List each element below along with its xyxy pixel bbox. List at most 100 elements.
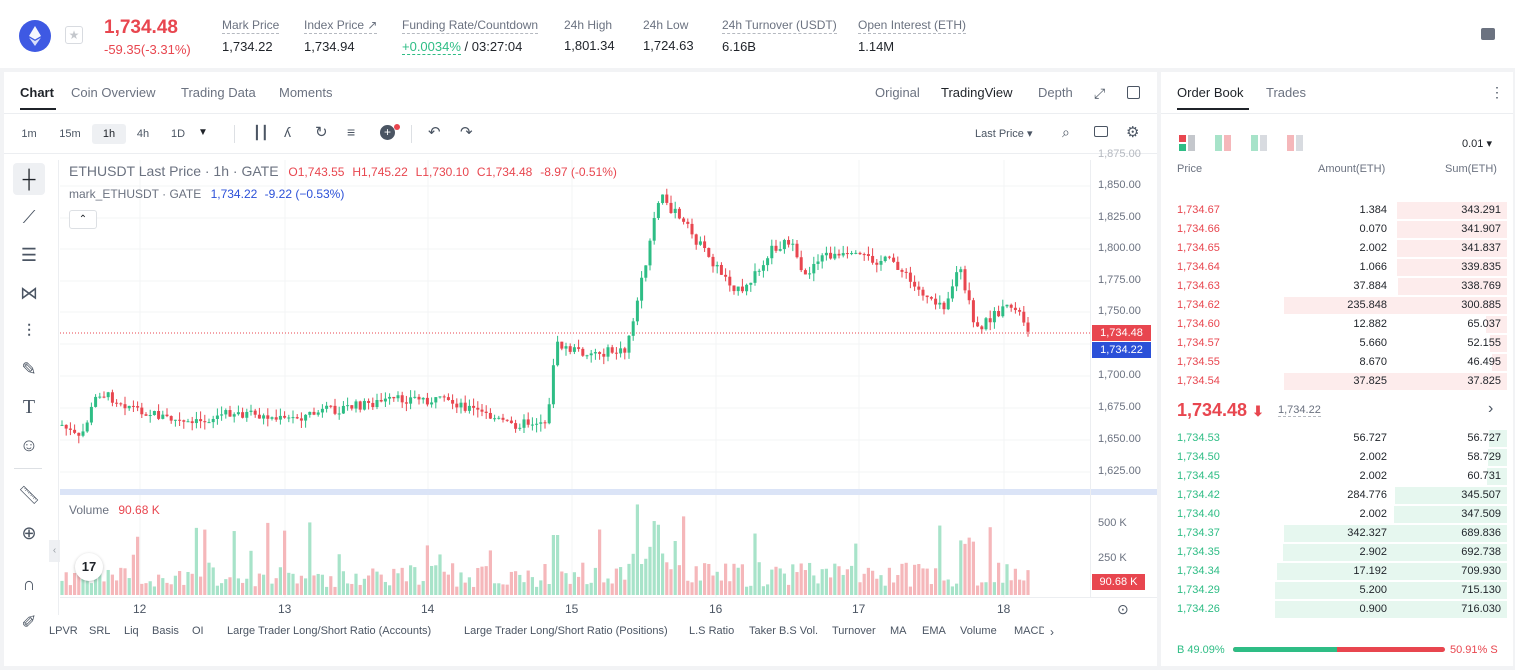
view-both-icon[interactable] [1179,135,1195,151]
ask-row[interactable]: 1,734.66 0.070 341.907 [1167,220,1507,239]
search-icon[interactable]: ⌕ [1062,124,1070,140]
tradingview-logo-icon[interactable]: 17 [75,553,103,581]
tab-order-book[interactable]: Order Book [1177,85,1244,100]
time-settings-icon[interactable]: ⊙ [1117,601,1129,617]
pencil-lock-icon[interactable]: ✐ [21,612,37,632]
bid-row[interactable]: 1,734.29 5.200 715.130 [1167,581,1507,600]
bid-row[interactable]: 1,734.37 342.327 689.836 [1167,524,1507,543]
ask-row[interactable]: 1,734.64 1.066 339.835 [1167,258,1507,277]
tf-1d[interactable]: 1D [170,128,186,140]
fib-lines-icon[interactable]: ☰ [20,245,38,265]
indicator-lpvr[interactable]: LPVR [49,625,78,637]
tf-15m[interactable]: 15m [59,128,81,140]
tf-dropdown-icon[interactable]: ▼ [198,127,208,138]
indicator-liq[interactable]: Liq [124,625,139,637]
indicator-turnover[interactable]: Turnover [832,625,876,637]
stat-index-price[interactable]: Index Price ↗ 1,734.94 [304,18,378,54]
ask-row[interactable]: 1,734.65 2.002 341.837 [1167,239,1507,258]
bid-row[interactable]: 1,734.45 2.002 60.731 [1167,467,1507,486]
volume-bar [165,582,169,595]
indicator-oi[interactable]: OI [192,625,204,637]
camera-icon[interactable] [1094,126,1108,137]
precision-select[interactable]: 0.01 ▾ [1462,138,1492,150]
candle-type-icon[interactable]: ┃┃ [253,125,269,140]
indicators-icon[interactable]: ʎ [284,124,291,140]
volume-bar [505,584,509,595]
pane-separator[interactable] [60,489,1157,495]
book-icon[interactable] [1481,28,1495,40]
magnet-icon[interactable]: ∩ [22,574,36,594]
indicator-macd[interactable]: MACD [1014,625,1044,637]
tab-trades[interactable]: Trades [1266,85,1306,100]
ask-row[interactable]: 1,734.62 235.848 300.885 [1167,296,1507,315]
tab-depth[interactable]: Depth [1038,85,1073,100]
window-icon[interactable] [1127,86,1140,99]
indicator-ls-positions[interactable]: Large Trader Long/Short Ratio (Positions… [464,625,668,637]
mid-mark-price[interactable]: 1,734.22 [1278,404,1321,417]
ask-row[interactable]: 1,734.63 37.884 338.769 [1167,277,1507,296]
bid-row[interactable]: 1,734.35 2.902 692.738 [1167,543,1507,562]
view-asks-icon[interactable] [1287,135,1303,151]
ask-row[interactable]: 1,734.67 1.384 343.291 [1167,201,1507,220]
emoji-icon[interactable]: ☺ [19,435,39,455]
tf-4h[interactable]: 4h [136,128,150,140]
tf-1m[interactable]: 1m [21,128,37,140]
indicator-ma[interactable]: MA [890,625,907,637]
tab-moments[interactable]: Moments [279,85,333,100]
brush-icon[interactable]: ✎ [21,359,37,379]
chevron-right-icon[interactable]: › [1488,400,1494,417]
indicator-volume[interactable]: Volume [960,625,997,637]
more-icon[interactable]: ⋮ [1490,84,1504,100]
tab-coin-overview[interactable]: Coin Overview [71,85,156,100]
bid-row[interactable]: 1,734.50 2.002 58.729 [1167,448,1507,467]
candle-body [740,286,744,292]
tab-chart[interactable]: Chart [20,85,54,100]
collapse-legend-button[interactable]: ⌃ [69,210,97,229]
collapse-toolbar-icon[interactable]: ‹ [49,540,60,562]
candlestick-chart[interactable] [0,0,1160,620]
tab-tradingview[interactable]: TradingView [941,85,1013,100]
favorite-star-icon[interactable]: ★ [65,26,83,44]
bid-row[interactable]: 1,734.26 0.900 716.030 [1167,600,1507,619]
indicator-scroll-icon[interactable]: › [1050,625,1054,639]
undo-icon[interactable]: ↶ [428,124,441,141]
bid-row[interactable]: 1,734.53 56.727 56.727 [1167,429,1507,448]
ask-row[interactable]: 1,734.60 12.882 65.037 [1167,315,1507,334]
compare-icon[interactable]: ↻ [315,124,328,141]
indicator-ema[interactable]: EMA [922,625,946,637]
bid-row[interactable]: 1,734.42 284.776 345.507 [1167,486,1507,505]
bid-row[interactable]: 1,734.34 17.192 709.930 [1167,562,1507,581]
funding-rate-value[interactable]: +0.0034% [402,39,461,55]
tf-1h[interactable]: 1h [92,124,126,144]
view-bids-icon[interactable] [1251,135,1267,151]
price-type-select[interactable]: Last Price ▾ [975,128,1033,140]
indicator-taker-vol[interactable]: Taker B.S Vol. [749,625,819,637]
bid-row[interactable]: 1,734.40 2.002 347.509 [1167,505,1507,524]
settings-gear-icon[interactable]: ⚙ [1126,124,1140,141]
templates-icon[interactable]: ≡ [347,124,356,140]
fullscreen-icon[interactable]: ⤢ [1094,85,1106,101]
tab-original[interactable]: Original [875,85,920,100]
zoom-in-icon[interactable]: ⊕ [21,523,37,543]
text-tool-icon[interactable]: T [22,396,36,418]
indicator-basis[interactable]: Basis [152,625,179,637]
redo-icon[interactable]: ↷ [460,124,473,141]
ask-row[interactable]: 1,734.54 37.825 37.825 [1167,372,1507,391]
candle-body [904,271,908,273]
ask-row[interactable]: 1,734.57 5.660 52.155 [1167,334,1507,353]
indicator-ls-ratio[interactable]: L.S Ratio [689,625,735,637]
candle-body [131,405,135,407]
indicator-srl[interactable]: SRL [89,625,111,637]
volume-bar [249,550,253,595]
prediction-icon[interactable]: ⫶ [26,321,32,341]
add-alert-icon[interactable]: + [380,125,395,140]
indicator-ls-accounts[interactable]: Large Trader Long/Short Ratio (Accounts) [227,625,432,637]
ruler-icon[interactable]: 📏︎ [17,485,41,505]
tab-trading-data[interactable]: Trading Data [181,85,256,100]
view-split-icon[interactable] [1215,135,1231,151]
ask-row[interactable]: 1,734.55 8.670 46.495 [1167,353,1507,372]
crosshair-icon[interactable]: ┼ [13,163,45,195]
trendline-icon[interactable]: ⟋ [22,207,36,227]
candle-body [959,269,963,273]
pattern-icon[interactable]: ⋈ [20,283,38,303]
